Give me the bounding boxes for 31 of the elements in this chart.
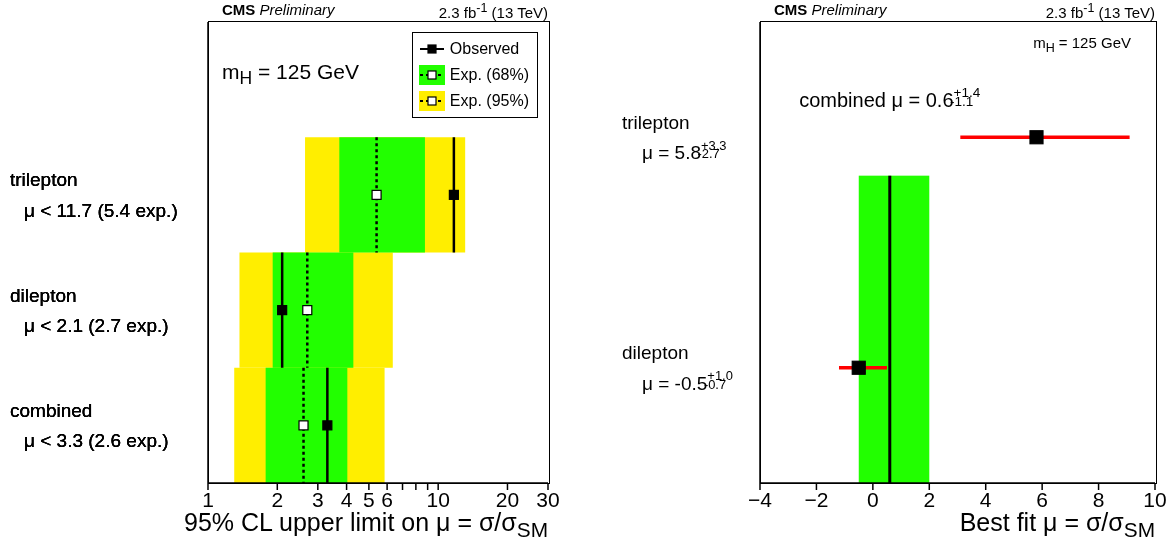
x-tick-label: 6 <box>1036 487 1048 511</box>
x-axis-title: 95% CL upper limit on μ = σ/σ$_{SM}$ <box>184 508 548 541</box>
legend-label: Exp. (95%) <box>449 92 529 110</box>
x-axis-title: Best fit μ = σ/σ$_{SM}$ <box>959 508 1155 541</box>
x-tick-label: 1 <box>202 487 214 511</box>
legend-label: Observed <box>449 40 520 58</box>
x-tick-label: 10 <box>1143 487 1167 511</box>
x-tick-label: 30 <box>536 487 560 511</box>
y-tick-label: trilepton μ < 11.7 (5.4 exp.) <box>10 169 178 221</box>
x-tick-label: −2 <box>804 487 829 511</box>
x-tick-label: 20 <box>495 487 520 511</box>
chart-subtitle: 2.3 fb$^{-1}$ (13 TeV) <box>438 1 548 21</box>
x-tick-label: 3 <box>311 487 324 511</box>
text: CMS Preliminary <box>774 1 887 18</box>
text: 2.3 fb$^{-1}$ (13 TeV) <box>1045 1 1155 21</box>
x-tick-label: 2 <box>271 487 284 511</box>
x-tick-label: 10 <box>426 487 450 511</box>
annotation: m$_{H}$ = 125 GeV <box>222 60 359 90</box>
x-tick-label: 0 <box>867 487 879 511</box>
y-tick-label: combined μ < 3.3 (2.6 exp.) <box>10 399 169 452</box>
annotation: m$_{H}$ = 125 GeV <box>1033 34 1131 55</box>
legend-label: Exp. (68%) <box>449 66 529 84</box>
x-tick-label: 8 <box>1092 487 1105 511</box>
x-tick-label: 6 <box>381 487 393 511</box>
y-tick-label: dilepton μ < 2.1 (2.7 exp.) <box>10 284 169 336</box>
x-tick-label: 5 <box>363 487 375 511</box>
chart-title: CMS Preliminary <box>222 1 335 18</box>
x-tick-label: 4 <box>340 487 353 511</box>
x-tick-label: −4 <box>748 487 773 511</box>
x-tick-label: 2 <box>923 487 936 511</box>
x-tick-label: 4 <box>979 487 992 511</box>
